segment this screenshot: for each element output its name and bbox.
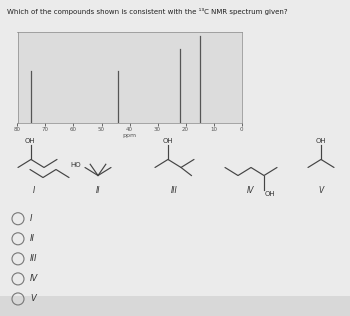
Text: II: II — [30, 234, 35, 243]
Text: I: I — [30, 214, 33, 223]
Text: OH: OH — [265, 191, 276, 197]
Text: IV: IV — [30, 274, 38, 283]
Text: III: III — [171, 185, 178, 195]
Text: III: III — [30, 254, 37, 263]
Text: OH: OH — [25, 138, 35, 144]
Text: IV: IV — [247, 185, 255, 195]
Text: HO: HO — [70, 162, 81, 168]
Bar — [0, 296, 350, 316]
X-axis label: ppm: ppm — [122, 133, 136, 138]
Text: Which of the compounds shown is consistent with the ¹³C NMR spectrum given?: Which of the compounds shown is consiste… — [7, 8, 288, 15]
Text: V: V — [30, 295, 36, 303]
Text: V: V — [318, 185, 324, 195]
Text: OH: OH — [316, 138, 326, 144]
Text: I: I — [32, 185, 35, 195]
Text: II: II — [96, 185, 100, 195]
Text: OH: OH — [163, 138, 173, 144]
